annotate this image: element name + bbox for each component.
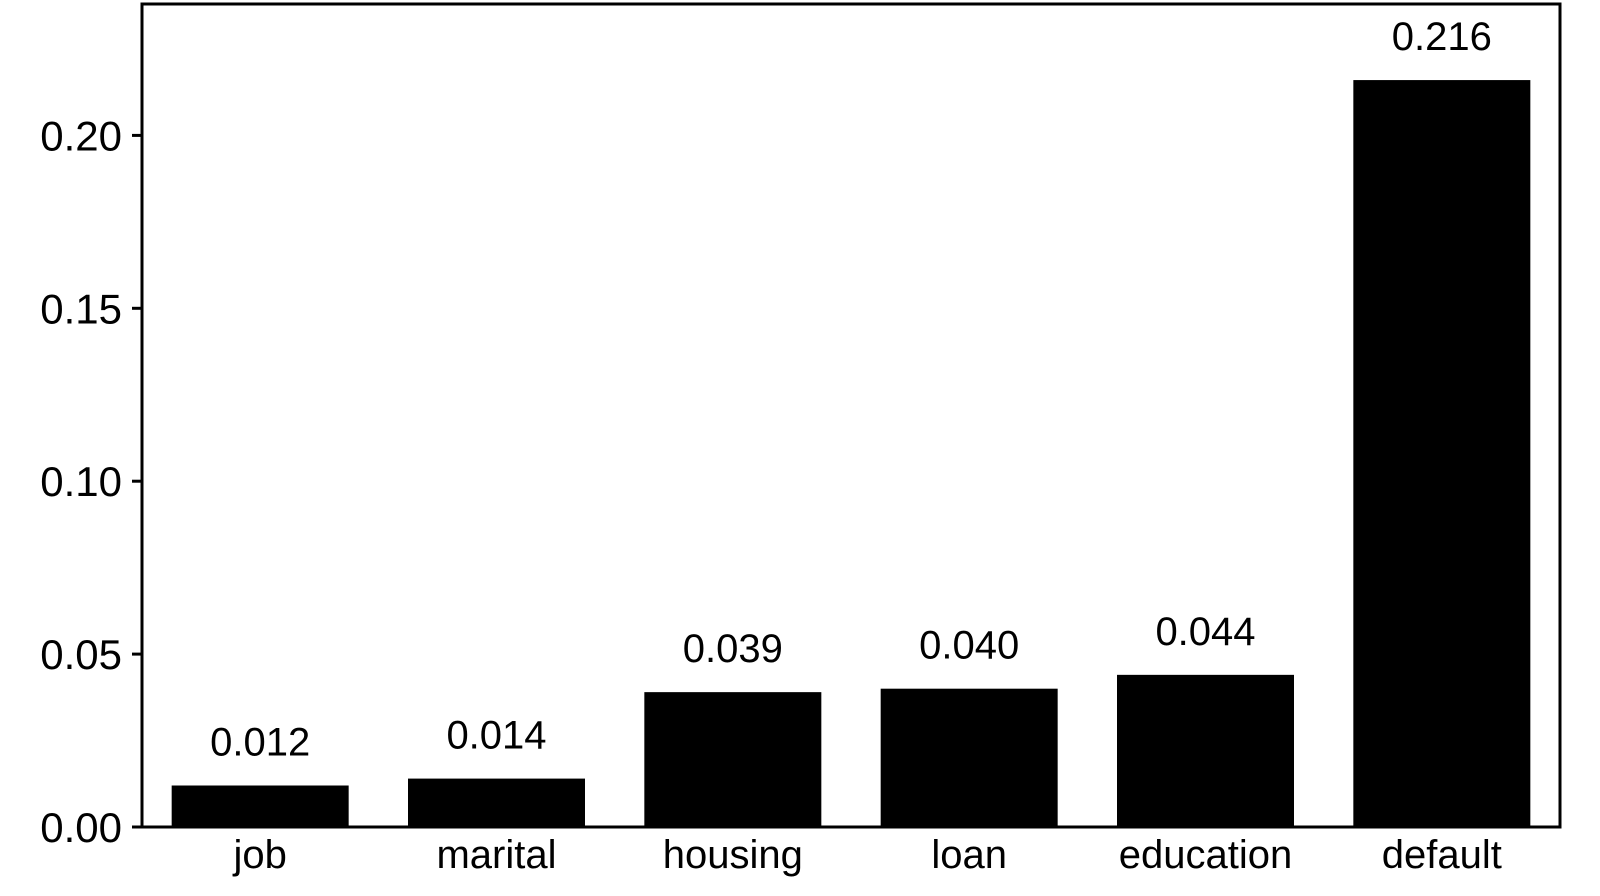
bar-loan — [880, 688, 1058, 827]
data-labels: 0.012 0.014 0.039 0.040 0.044 0.216 — [210, 15, 1492, 764]
data-label-marital: 0.014 — [446, 714, 546, 758]
bar-default — [1353, 80, 1531, 828]
x-tick-label-education: education — [1119, 833, 1292, 877]
x-tick-label-housing: housing — [663, 833, 803, 877]
x-tick-label-default: default — [1382, 833, 1502, 877]
y-tick-label: 0.05 — [40, 631, 122, 678]
data-label-education: 0.044 — [1155, 610, 1255, 654]
y-tick-label: 0.10 — [40, 458, 122, 505]
plot-frame — [140, 2, 1562, 829]
y-axis: 0.00 0.05 0.10 0.15 0.20 — [40, 112, 142, 851]
bar-job — [171, 785, 349, 827]
bar-housing — [644, 692, 822, 827]
x-tick-label-loan: loan — [931, 833, 1007, 877]
data-label-housing: 0.039 — [683, 627, 783, 671]
data-label-job: 0.012 — [210, 721, 310, 765]
data-label-loan: 0.040 — [919, 624, 1019, 668]
data-label-default: 0.216 — [1392, 15, 1492, 59]
x-tick-label-marital: marital — [436, 833, 556, 877]
bar-marital — [408, 778, 585, 827]
x-axis: job marital housing loan education default — [232, 833, 1501, 877]
bars — [171, 80, 1531, 828]
x-tick-label-job: job — [232, 833, 286, 877]
y-tick-label: 0.20 — [40, 112, 122, 159]
y-tick-label: 0.00 — [40, 804, 122, 851]
y-tick-label: 0.15 — [40, 285, 122, 332]
bar-education — [1117, 674, 1294, 827]
